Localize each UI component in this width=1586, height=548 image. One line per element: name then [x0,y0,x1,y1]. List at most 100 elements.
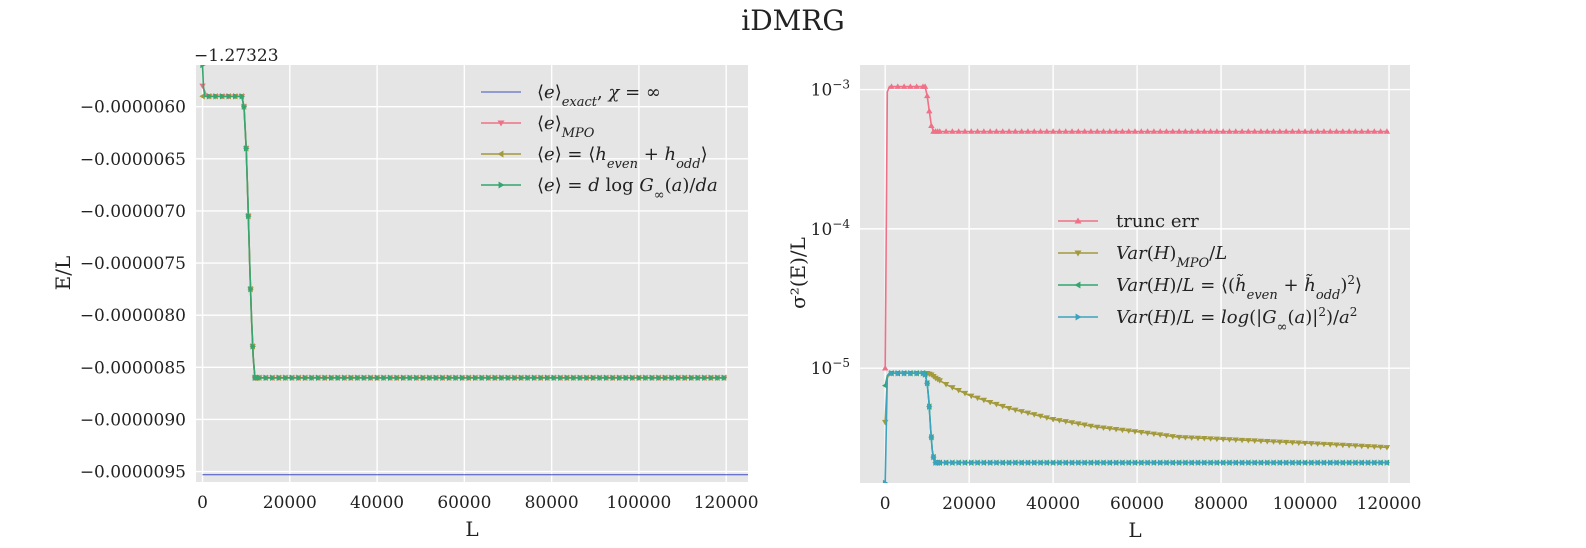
series-4-marker [630,374,636,381]
legend-label-3-part: h [595,144,607,165]
legend-label-4-part: ∞ [654,188,665,203]
legend-label-4-part: log [1221,307,1249,328]
series-2-marker [1049,417,1057,423]
series-4-marker [276,374,283,381]
legend-label-3-part: + [1278,275,1305,296]
legend-label-3-part: ⟨ [537,144,544,165]
series-4-marker [1113,459,1120,466]
legend-label-1-part: e [544,82,555,103]
series-4-marker [610,374,616,381]
series-2-marker [1383,445,1391,451]
series-4-marker [1321,459,1328,466]
series-2-marker [1358,443,1365,450]
series-4-marker [1145,459,1151,466]
series-4-marker [473,374,479,381]
series-4-marker [538,374,544,381]
legend-label-4-part: e [544,175,555,196]
series-1-marker [955,128,962,134]
x-tick-label: 120000 [694,493,759,513]
series-2-marker [1270,439,1277,445]
legend-label-3-part: h̃ [1235,273,1247,296]
series-4-marker [466,374,472,381]
series-4-marker [1170,459,1176,466]
series-4-marker [545,374,551,381]
series-4-marker [564,374,571,381]
series-2-marker [1094,424,1101,431]
legend-label-4-part: G [639,175,653,196]
y-axis-label: σ²(E)/L [786,237,810,309]
series-1-marker [1049,128,1057,134]
series-4-marker [433,374,440,381]
legend-label-4-part: d [588,175,600,196]
series-4-marker [1271,459,1277,466]
series-4-marker [882,479,889,483]
series-4-marker [682,374,688,381]
series-1-marker [1043,128,1051,134]
legend-label-4-part: log [600,175,640,196]
series-4-marker [1302,459,1309,466]
series-1-marker [942,128,950,134]
series-4-marker [1069,459,1076,466]
series-1-marker [1062,128,1069,134]
y-tick-exponent: −4 [832,217,850,231]
series-1-marker [1207,128,1214,134]
series-4-marker [1076,459,1082,466]
series-4-marker [1327,459,1334,466]
x-tick-label: 60000 [1110,494,1164,514]
series-1-marker [894,83,901,89]
series-4-marker [270,374,276,381]
legend-label-3-part: + [638,144,665,165]
series-1-marker [1333,128,1340,134]
series-1-marker [968,128,975,134]
legend-label-3-part: H [1153,275,1170,296]
series-4-marker [1353,459,1359,466]
series-4-marker [962,459,969,466]
series-1-marker [986,128,994,134]
series-1-marker [1358,128,1365,134]
x-axis-label: L [1128,518,1141,542]
series-4-marker [590,374,597,381]
series-2-marker [936,378,943,384]
legend-label-4-part: ( [1287,307,1294,328]
series-1-marker [936,128,943,134]
series-4-marker [636,374,643,381]
series-4-marker [414,374,420,381]
legend-label-4-part: )/ [1169,307,1183,328]
series-4-marker [348,374,355,381]
series-4-marker [721,374,728,381]
legend-label-1: ⟨e⟩exact, χ = ∞ [537,82,661,110]
series-1-marker [1238,128,1246,134]
legend-label-4-part: G [1262,307,1276,328]
series-4-marker [551,374,558,381]
legend-label-4-part: ⟩ = [555,175,589,196]
series-4-marker [1031,459,1038,466]
series-4-marker [381,374,387,381]
series-4-marker [889,370,895,377]
variance-chart: 0 20000 40000 60000 80000 100000 12000010−310−… [786,65,1421,542]
y-tick-exponent: −5 [832,356,850,370]
series-4-marker [309,374,315,381]
series-2-marker [1131,429,1139,435]
series-4-marker [1120,459,1126,466]
series-4-marker [1309,459,1315,466]
legend-marker [1075,313,1082,321]
series-4-marker [407,374,414,381]
series-1-marker [900,83,908,89]
series-1-marker [1138,128,1145,134]
series-1-marker [1257,128,1265,134]
series-4-marker [571,374,577,381]
series-4-marker [922,371,929,378]
legend-label-1-part: = ∞ [619,82,661,103]
legend-label-2-part: L [1214,243,1227,264]
series-4-marker [1019,459,1025,466]
series-1-marker [1226,128,1233,134]
y-tick-label: −0.0000080 [80,306,186,326]
series-2-marker [1251,438,1258,444]
series-4-marker [1107,459,1114,466]
y-offset-text: −1.27323 [194,46,279,66]
series-2-marker [1182,435,1189,441]
series-1-marker [1188,128,1195,134]
series-4-marker [1359,459,1365,466]
series-4-marker [1346,459,1353,466]
